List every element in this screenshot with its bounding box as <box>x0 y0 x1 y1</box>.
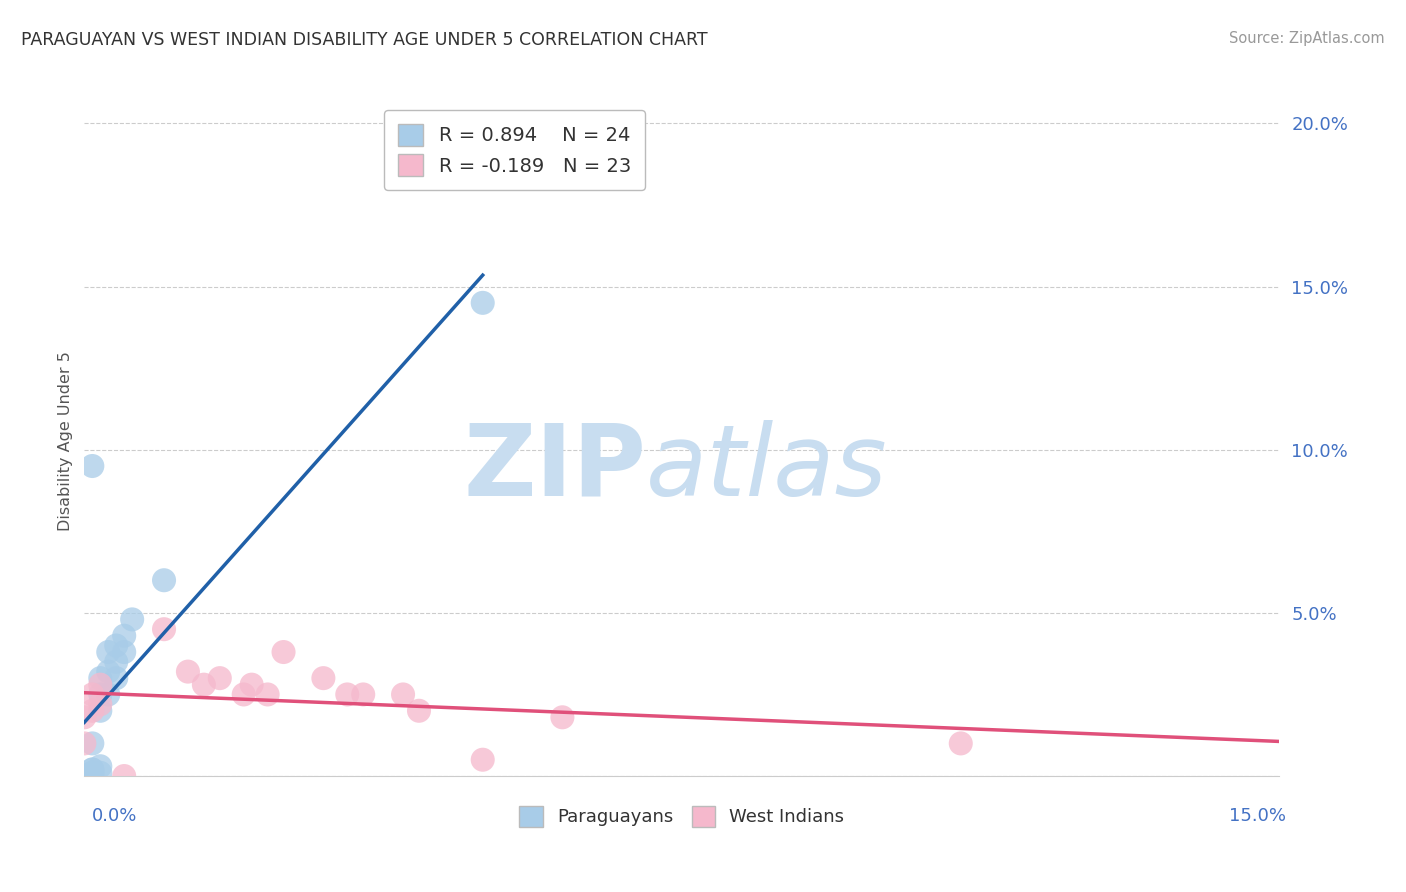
Point <box>82 763 104 777</box>
Point <box>89 678 111 692</box>
Legend: Paraguayans, West Indians: Paraguayans, West Indians <box>512 798 852 834</box>
Point <box>949 736 972 750</box>
Point <box>97 688 120 702</box>
Point <box>408 704 430 718</box>
Point <box>471 296 494 310</box>
Point <box>82 704 104 718</box>
Point <box>73 710 96 724</box>
Point <box>82 763 104 777</box>
Point <box>232 688 254 702</box>
Point <box>312 671 335 685</box>
Point <box>121 612 143 626</box>
Text: 0.0%: 0.0% <box>91 807 136 825</box>
Y-axis label: Disability Age Under 5: Disability Age Under 5 <box>58 351 73 532</box>
Point <box>73 736 96 750</box>
Point <box>240 678 263 692</box>
Point <box>89 671 111 685</box>
Point <box>193 678 215 692</box>
Point <box>208 671 231 685</box>
Point <box>97 665 120 679</box>
Point <box>153 622 176 636</box>
Point <box>89 759 111 773</box>
Point <box>177 665 200 679</box>
Point <box>105 639 128 653</box>
Point <box>112 769 135 783</box>
Point <box>392 688 415 702</box>
Point <box>105 655 128 669</box>
Point <box>153 573 176 587</box>
Point <box>82 765 104 780</box>
Text: PARAGUAYAN VS WEST INDIAN DISABILITY AGE UNDER 5 CORRELATION CHART: PARAGUAYAN VS WEST INDIAN DISABILITY AGE… <box>21 31 707 49</box>
Point <box>256 688 278 702</box>
Point <box>82 688 104 702</box>
Text: Source: ZipAtlas.com: Source: ZipAtlas.com <box>1229 31 1385 46</box>
Point <box>82 769 104 783</box>
Point <box>112 645 135 659</box>
Point <box>82 765 104 780</box>
Point <box>336 688 359 702</box>
Point <box>89 765 111 780</box>
Point <box>89 698 111 712</box>
Text: atlas: atlas <box>647 420 887 516</box>
Point <box>105 671 128 685</box>
Point <box>273 645 295 659</box>
Point <box>82 458 104 473</box>
Point <box>471 753 494 767</box>
Point <box>352 688 374 702</box>
Point <box>89 688 111 702</box>
Point <box>73 769 96 783</box>
Text: ZIP: ZIP <box>463 420 647 516</box>
Point <box>89 704 111 718</box>
Point <box>112 629 135 643</box>
Text: 15.0%: 15.0% <box>1229 807 1286 825</box>
Point <box>73 769 96 783</box>
Point <box>82 736 104 750</box>
Point <box>97 645 120 659</box>
Point <box>551 710 574 724</box>
